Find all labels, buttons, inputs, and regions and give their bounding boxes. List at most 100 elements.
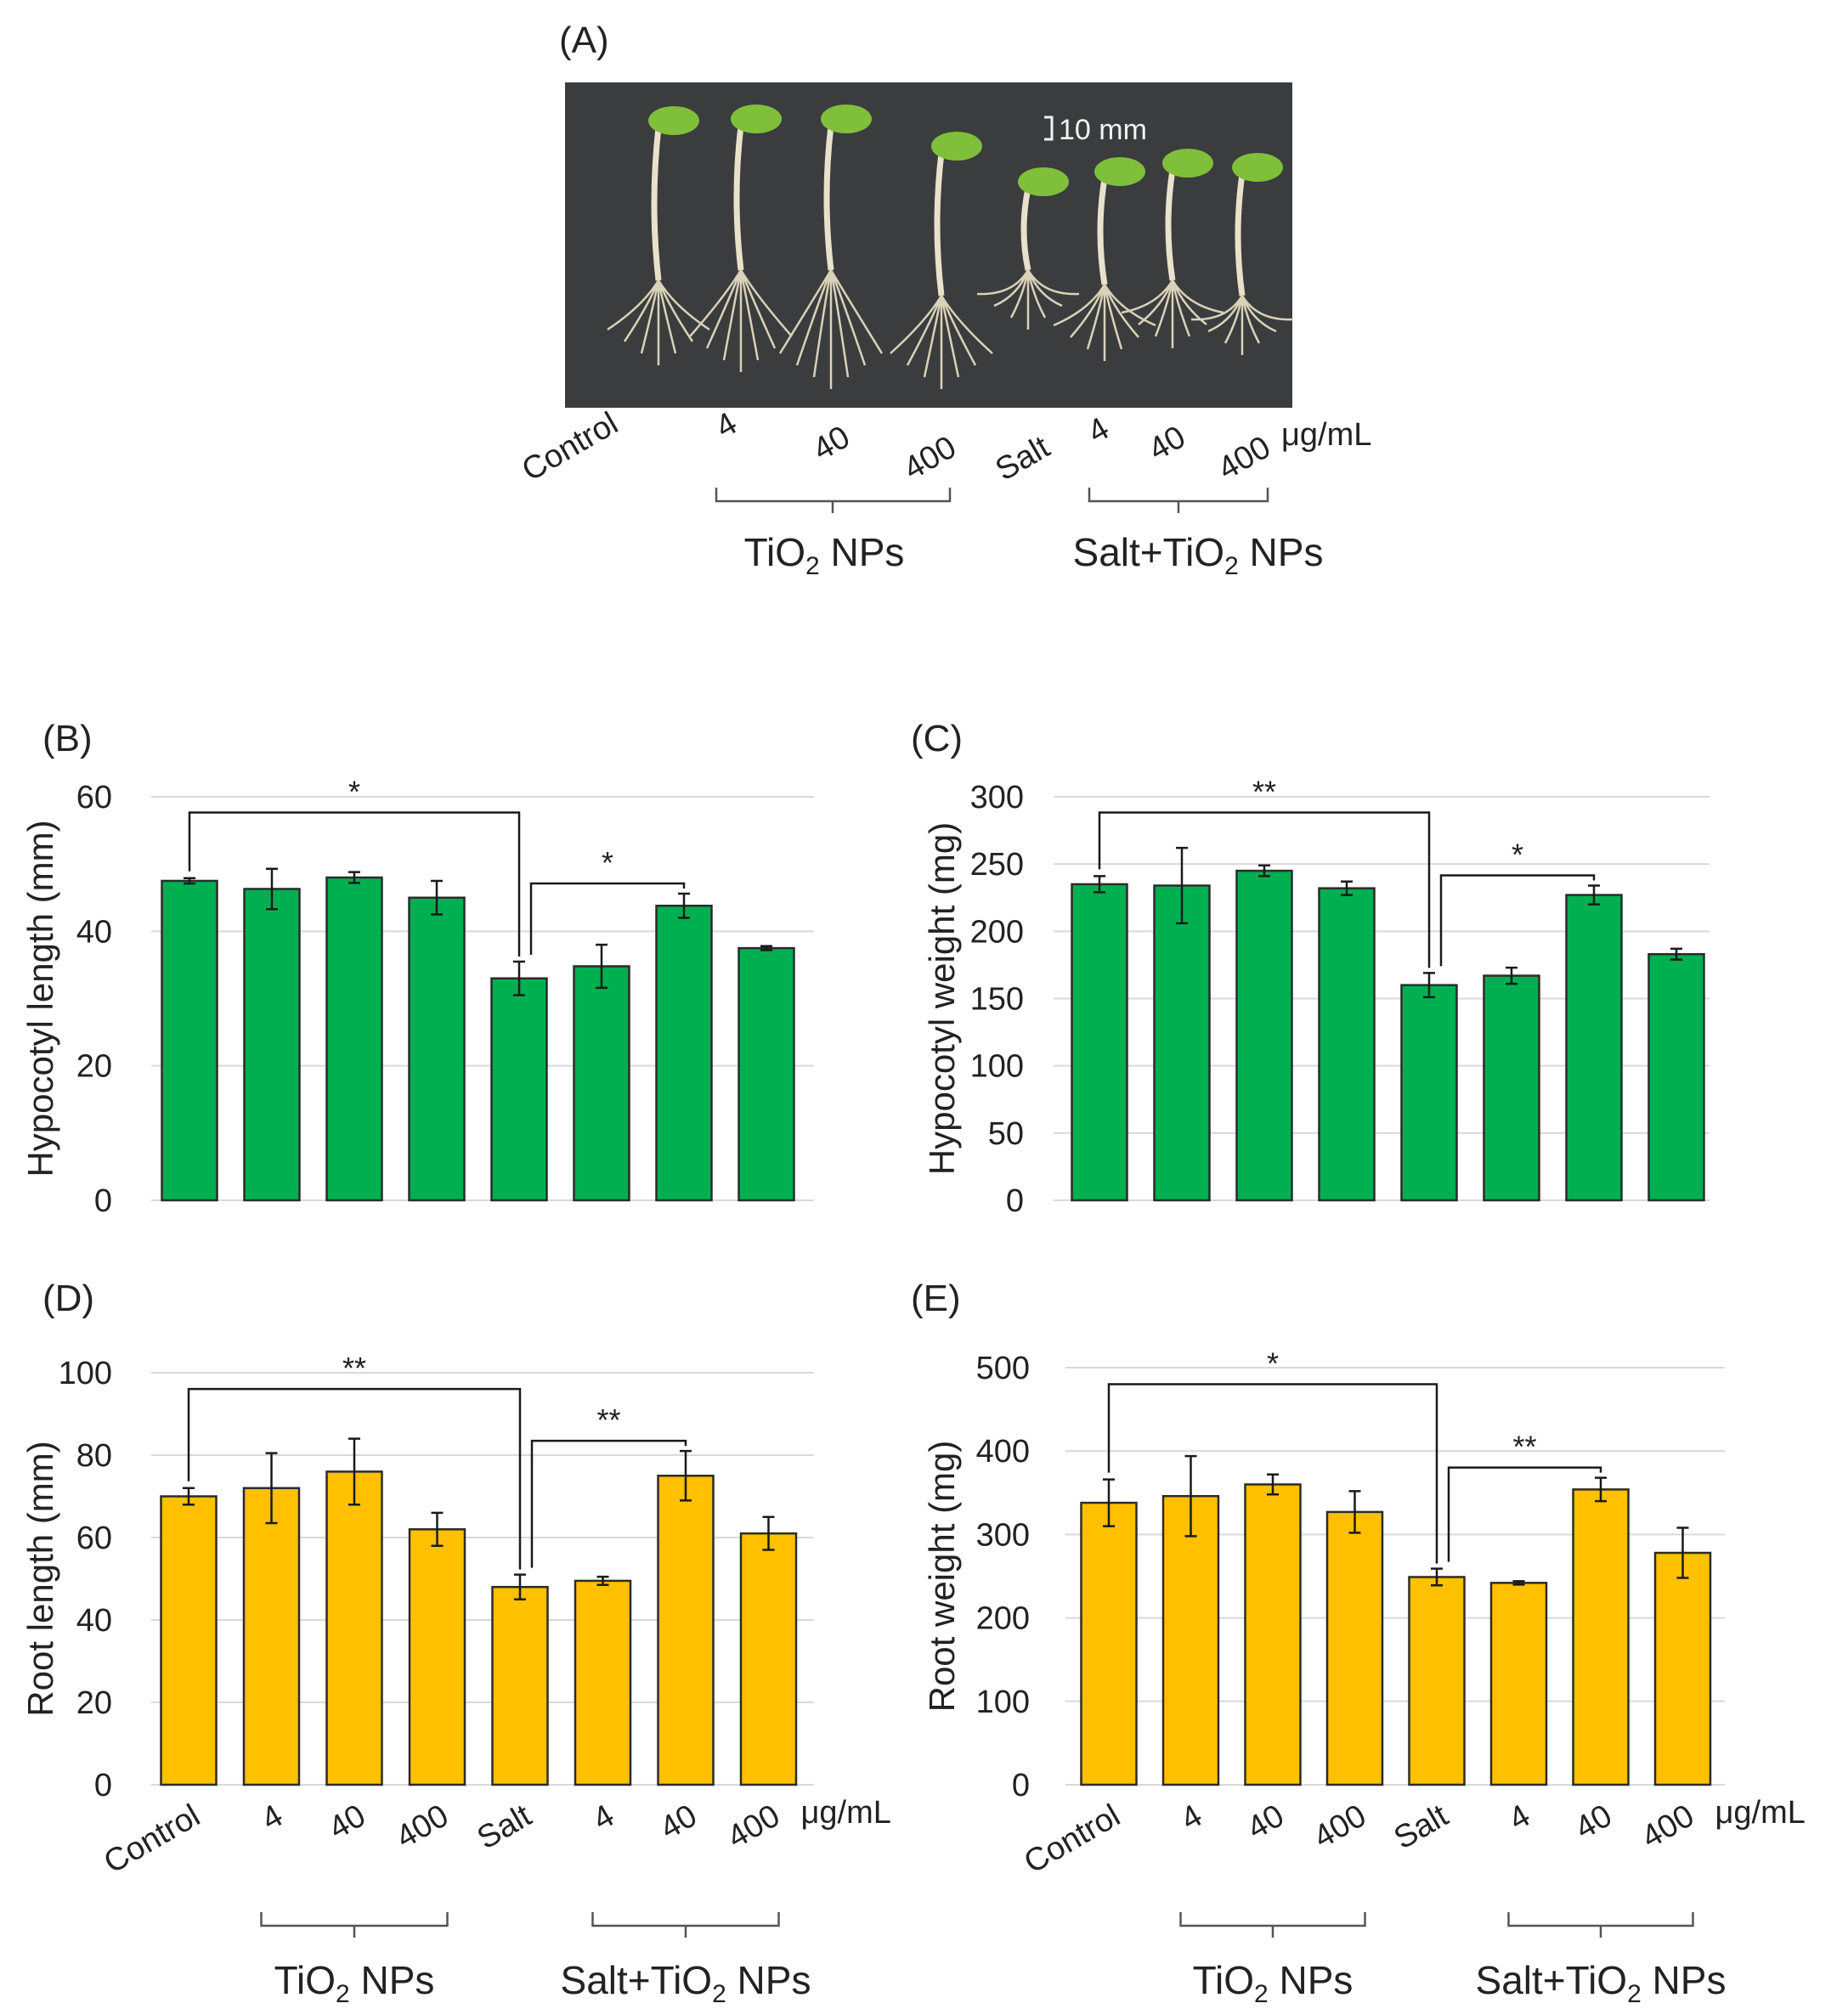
significance-label: * <box>1512 838 1523 872</box>
lane-label-salt-tio2-4: 4 <box>1082 410 1115 450</box>
significance-bracket <box>188 811 521 957</box>
bar <box>1161 1494 1220 1786</box>
bar <box>738 946 795 1202</box>
bar <box>408 1528 466 1786</box>
x-tick-label: 40 <box>1569 1797 1619 1847</box>
lane-label-control: Control <box>516 405 624 488</box>
y-tick-label: 250 <box>970 847 1024 883</box>
error-bar <box>431 879 443 916</box>
error-bar <box>1176 846 1188 925</box>
group-label-tio2: TiO2 NPs <box>1193 1958 1354 2008</box>
significance-label: * <box>348 775 360 810</box>
x-tick-label: Salt <box>472 1797 538 1856</box>
group-brace-salt-tio2 <box>1088 488 1269 513</box>
bar <box>1318 887 1376 1202</box>
panel-a: (A) 10 mm Control 4 40 400 Salt 4 40 400… <box>516 20 1371 580</box>
error-bar <box>680 1449 692 1502</box>
significance-bracket <box>1439 874 1596 967</box>
seedling-cotyledon <box>821 104 872 133</box>
error-bar <box>1103 1478 1115 1527</box>
y-tick-label: 60 <box>76 1521 112 1556</box>
seedling-cotyledon <box>931 132 982 161</box>
x-tick-label: 400 <box>1308 1797 1372 1855</box>
x-tick-label: 4 <box>1503 1797 1536 1837</box>
y-tick-label: 200 <box>976 1601 1030 1637</box>
y-tick-label: 100 <box>59 1356 112 1391</box>
seedlings <box>607 104 1294 389</box>
significance-label: ** <box>1252 775 1276 810</box>
group-label-subscript: 2 <box>1254 1980 1269 2008</box>
group-label-tail: NPs <box>350 1958 435 2002</box>
y-tick-label: 0 <box>94 1768 112 1803</box>
error-bar <box>348 1437 360 1506</box>
bar <box>1153 884 1211 1202</box>
group-label-main: TiO <box>1193 1958 1254 2002</box>
y-tick-label: 20 <box>76 1049 112 1085</box>
significance-bracket <box>1098 811 1431 968</box>
error-bar <box>762 1515 775 1551</box>
seedling-hypocotyl <box>1165 169 1176 281</box>
y-tick-label: 60 <box>76 780 112 815</box>
seedling-cotyledon <box>1094 157 1145 186</box>
seedling-cotyledon <box>1232 153 1283 182</box>
bar <box>1244 1483 1302 1786</box>
error-bar <box>183 1487 195 1506</box>
x-tick-label: 40 <box>654 1797 704 1847</box>
error-bar <box>1676 1527 1689 1579</box>
seedling-roots <box>976 269 1080 330</box>
lane-label-salt-tio2-40: 40 <box>1143 419 1192 468</box>
y-tick-label: 100 <box>976 1685 1030 1720</box>
chart-c-hypocotyl-weight: (C) Hypocotyl weight (mg) 0 50 100 150 200 250 3… <box>911 718 1710 1219</box>
error-bar <box>1431 1567 1443 1587</box>
significance-label: ** <box>342 1351 366 1385</box>
x-tick-label: Salt <box>1388 1797 1455 1856</box>
bar <box>1565 894 1623 1202</box>
bar <box>1483 974 1540 1202</box>
y-axis-title: Hypocotyl length (mm) <box>20 820 60 1177</box>
x-tick-label: Control <box>1018 1797 1126 1881</box>
error-bar <box>1506 966 1517 985</box>
error-bar <box>1588 884 1600 906</box>
y-axis-title: Hypocotyl weight (mg) <box>922 822 962 1175</box>
x-tick-label: 4 <box>1175 1797 1208 1837</box>
error-bar <box>596 943 608 990</box>
seedling-hypocotyl <box>1020 188 1031 271</box>
chart-b-hypocotyl-length: (B) Hypocotyl length (mm) 0 20 40 60 * * <box>20 718 814 1219</box>
seedling-hypocotyl <box>823 125 834 271</box>
group-label-subscript: 2 <box>1627 1980 1642 2008</box>
error-bar <box>1670 947 1682 961</box>
group-label-tail: NPs <box>1642 1958 1726 2002</box>
error-bar <box>514 1573 526 1600</box>
error-bar <box>1094 875 1105 894</box>
bar <box>1080 1501 1138 1786</box>
group-label-main: Salt+TiO <box>1476 1958 1628 2002</box>
y-tick-label: 150 <box>970 982 1024 1018</box>
bar <box>325 876 383 1202</box>
error-bar <box>266 867 278 911</box>
group-label-tio2: TiO2 NPs <box>274 1958 435 2008</box>
bar <box>574 1579 632 1786</box>
group-brace-tio2 <box>260 1912 449 1938</box>
error-bar <box>1595 1476 1607 1503</box>
bar <box>242 1487 301 1786</box>
error-bar <box>431 1511 444 1547</box>
x-tick-label: 400 <box>721 1797 786 1855</box>
y-tick-label: 300 <box>970 780 1024 815</box>
seedling-roots <box>778 269 884 389</box>
y-tick-label: 50 <box>988 1116 1024 1152</box>
group-brace-salt-tio2 <box>591 1912 780 1938</box>
significance-bracket <box>530 1439 687 1568</box>
panel-label: (D) <box>42 1278 94 1319</box>
bar <box>1235 869 1293 1202</box>
error-bar <box>1184 1454 1197 1538</box>
error-bar <box>348 871 360 884</box>
group-label-tail: NPs <box>1269 1958 1354 2002</box>
error-bar <box>678 892 690 919</box>
error-bar <box>596 1575 609 1587</box>
bar <box>655 905 713 1202</box>
error-bar <box>760 945 772 951</box>
significance-label: ** <box>1512 1430 1536 1464</box>
